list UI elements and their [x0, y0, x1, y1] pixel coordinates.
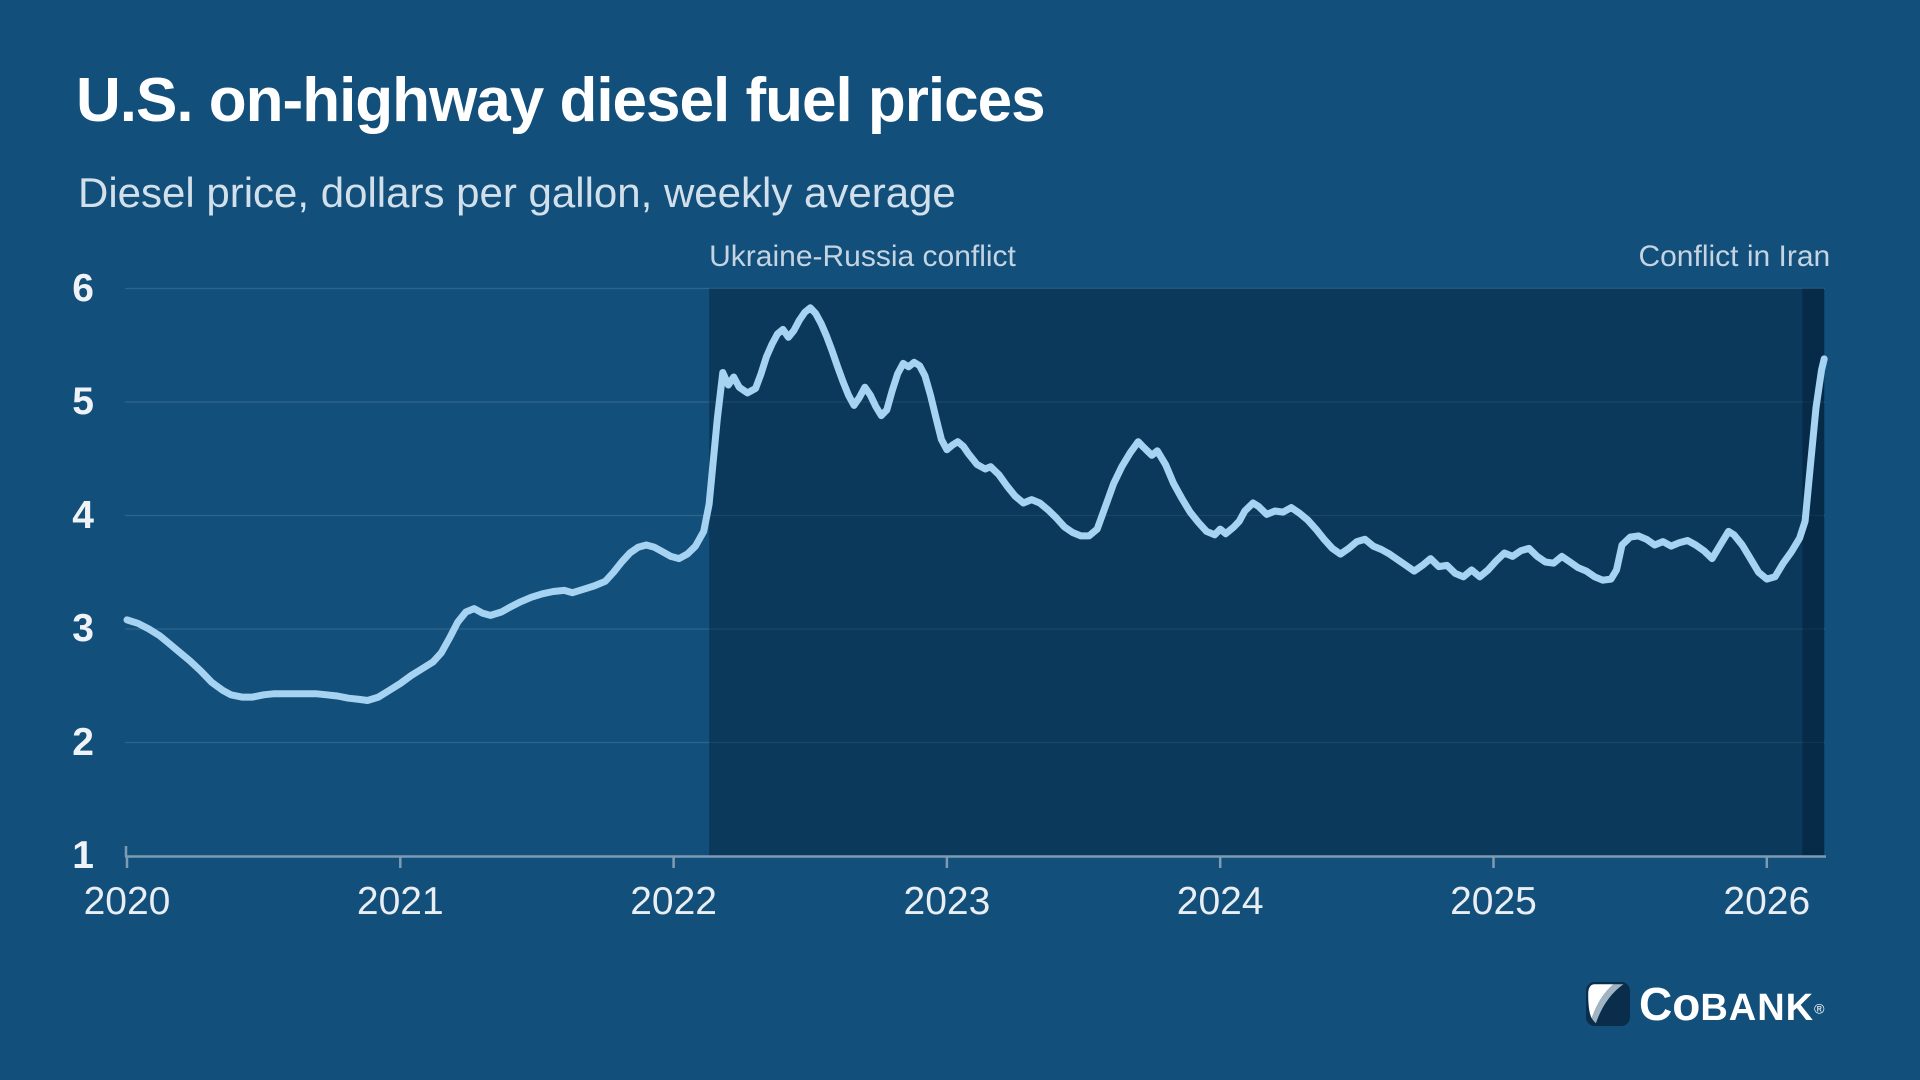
ukraine-russia-band [709, 288, 1825, 856]
x-tick-label-2022: 2022 [630, 880, 717, 923]
annotation-conflict-in-iran: Conflict in Iran [1638, 240, 1831, 273]
y-tick-label-5: 5 [72, 380, 94, 423]
page-title: U.S. on-highway diesel fuel prices [76, 66, 1046, 135]
cobank-logo-icon [1586, 982, 1630, 1026]
y-tick-label-3: 3 [72, 607, 94, 650]
iran-conflict-band [1802, 288, 1825, 856]
y-tick-label-6: 6 [72, 266, 94, 310]
cobank-logo-text-co: Co [1639, 978, 1701, 1030]
registered-trademark-symbol: ® [1814, 1000, 1825, 1017]
x-tick-label-2021: 2021 [356, 880, 444, 923]
price-line [123, 304, 1828, 704]
chart-subtitle: Diesel price, dollars per gallon, weekly… [78, 169, 956, 216]
y-tick-label-4: 4 [72, 493, 94, 537]
x-tick-label-2024: 2024 [1176, 880, 1264, 923]
x-tick-label-2023: 2023 [903, 880, 991, 923]
cobank-logo-text-bank: BANK [1700, 987, 1815, 1029]
y-tick-label-1: 1 [72, 834, 94, 877]
x-tick-label-2020: 2020 [83, 880, 171, 923]
annotation-ukraine-russia-conflict: Ukraine-Russia conflict [709, 240, 1016, 273]
cobank-logo: CoBANK® [1586, 977, 1824, 1031]
cobank-logo-text: CoBANK® [1639, 977, 1824, 1031]
x-tick-label-2025: 2025 [1450, 880, 1537, 923]
x-tick-label-2026: 2026 [1723, 880, 1811, 923]
y-tick-label-2: 2 [72, 720, 94, 764]
